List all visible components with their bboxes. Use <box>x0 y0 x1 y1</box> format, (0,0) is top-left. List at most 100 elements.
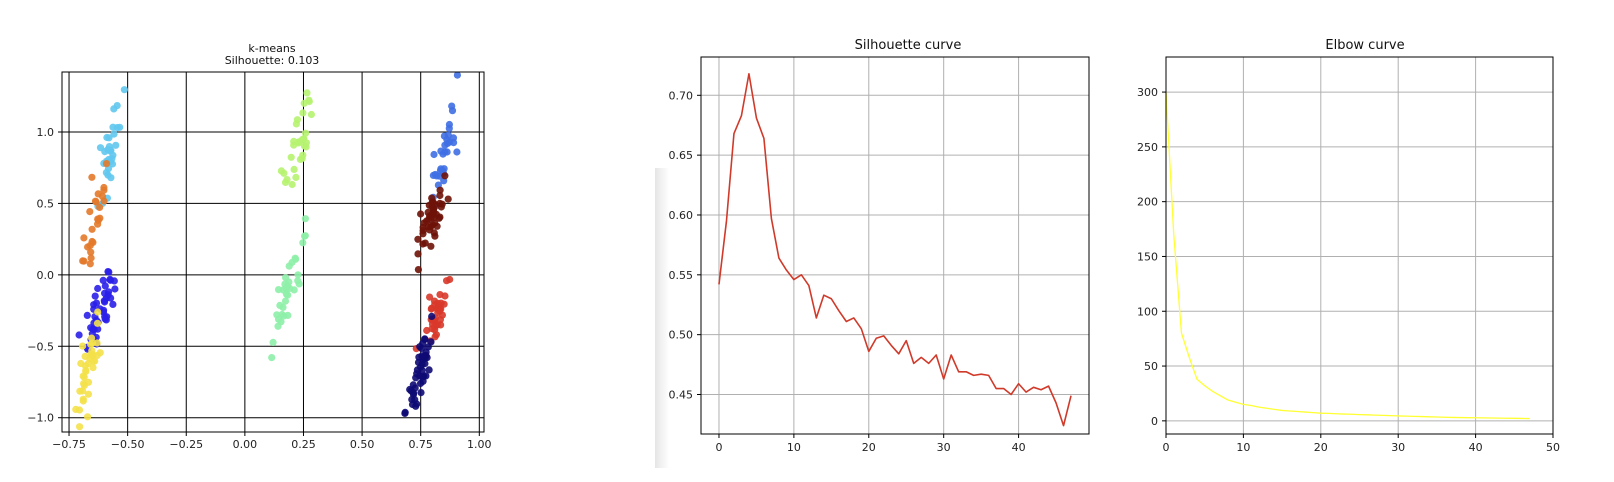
kmeans-point <box>96 144 105 152</box>
silhouette-xtick-label: 20 <box>862 441 876 454</box>
kmeans-point <box>284 291 292 299</box>
silhouette-xtick-label: 40 <box>1012 441 1026 454</box>
kmeans-xtick-label: 0.50 <box>350 438 375 451</box>
elbow-ytick-label: 50 <box>1144 360 1158 373</box>
elbow-ytick-label: 200 <box>1137 196 1158 209</box>
silhouette-ytick-label: 0.60 <box>669 209 694 222</box>
kmeans-point <box>75 406 84 414</box>
elbow-frame <box>1165 56 1554 435</box>
kmeans-xtick-label: −0.75 <box>52 438 86 451</box>
kmeans-point <box>437 147 445 155</box>
kmeans-point <box>407 387 415 395</box>
kmeans-point <box>419 339 427 347</box>
kmeans-point <box>84 413 92 421</box>
kmeans-point <box>431 326 439 334</box>
elbow-xtick-label: 10 <box>1236 441 1250 454</box>
kmeans-point <box>94 308 102 316</box>
kmeans-point <box>80 257 88 265</box>
silhouette-frame <box>700 56 1090 435</box>
kmeans-point <box>284 311 292 319</box>
kmeans-point <box>100 297 108 305</box>
kmeans-point <box>274 322 282 330</box>
elbow-ytick-label: 250 <box>1137 141 1158 154</box>
silhouette-title: Silhouette curve <box>855 38 962 53</box>
kmeans-point <box>423 354 431 362</box>
kmeans-point <box>419 223 427 231</box>
kmeans-point <box>102 160 111 168</box>
kmeans-point <box>75 331 83 339</box>
kmeans-point <box>299 109 307 117</box>
kmeans-point <box>283 176 291 184</box>
kmeans-point <box>87 248 95 256</box>
silhouette-xtick-label: 30 <box>937 441 951 454</box>
kmeans-point <box>436 291 444 299</box>
kmeans-point <box>86 241 94 249</box>
kmeans-point <box>300 135 308 143</box>
kmeans-point <box>441 172 449 180</box>
elbow-line <box>1165 92 1530 420</box>
kmeans-point <box>86 208 94 216</box>
kmeans-point <box>301 215 309 223</box>
kmeans-point <box>429 198 437 206</box>
kmeans-ytick-label: 0.5 <box>37 197 55 210</box>
kmeans-point <box>84 390 92 398</box>
kmeans-point <box>79 342 87 350</box>
kmeans-point <box>300 99 308 107</box>
kmeans-point <box>416 379 425 388</box>
kmeans-point <box>302 129 310 137</box>
kmeans-point <box>282 274 290 282</box>
kmeans-point <box>428 312 436 320</box>
kmeans-point <box>445 124 453 132</box>
kmeans-point <box>80 380 88 388</box>
kmeans-point <box>96 349 104 357</box>
elbow-ytick-label: 0 <box>1151 415 1158 428</box>
kmeans-point <box>87 254 95 262</box>
kmeans-xtick-label: −0.50 <box>111 438 145 451</box>
kmeans-point <box>96 203 104 211</box>
kmeans-xtick-label: 0.00 <box>233 438 258 451</box>
kmeans-point <box>91 197 100 205</box>
kmeans-xtick-label: −0.25 <box>169 438 203 451</box>
elbow-title: Elbow curve <box>1325 38 1404 53</box>
kmeans-point <box>290 165 298 173</box>
kmeans-point <box>438 200 446 208</box>
kmeans-point <box>288 180 296 189</box>
elbow-xtick-label: 30 <box>1391 441 1405 454</box>
kmeans-point <box>88 225 96 233</box>
kmeans-point <box>302 143 310 151</box>
elbow-grid <box>1165 57 1554 434</box>
kmeans-point <box>111 285 119 293</box>
kmeans-point <box>299 239 307 247</box>
kmeans-point <box>292 173 300 181</box>
kmeans-point <box>110 277 118 285</box>
kmeans-point <box>425 366 433 374</box>
kmeans-point <box>436 191 444 200</box>
kmeans-point <box>290 137 298 145</box>
kmeans-ytick-label: 0.0 <box>37 269 55 282</box>
kmeans-point <box>91 292 99 300</box>
kmeans-point <box>94 284 102 293</box>
kmeans-point <box>295 280 303 288</box>
elbow-xtick-label: 50 <box>1546 441 1560 454</box>
kmeans-point <box>268 354 276 362</box>
kmeans-point <box>418 360 426 368</box>
kmeans-point <box>414 235 422 243</box>
kmeans-point <box>427 242 435 250</box>
kmeans-point <box>413 400 421 408</box>
kmeans-point <box>414 250 422 258</box>
kmeans-point <box>109 300 117 308</box>
kmeans-point <box>92 299 101 307</box>
kmeans-point <box>274 286 283 294</box>
kmeans-point <box>296 155 304 163</box>
kmeans-point <box>113 124 121 132</box>
kmeans-point <box>431 333 439 341</box>
kmeans-xtick-label: 0.25 <box>291 438 316 451</box>
kmeans-subtitle: Silhouette: 0.103 <box>225 54 320 67</box>
kmeans-point <box>436 186 444 194</box>
kmeans-point <box>292 120 300 128</box>
kmeans-point <box>101 313 109 321</box>
kmeans-point <box>444 195 452 203</box>
kmeans-point <box>424 343 432 351</box>
panel-shadow <box>655 168 669 468</box>
